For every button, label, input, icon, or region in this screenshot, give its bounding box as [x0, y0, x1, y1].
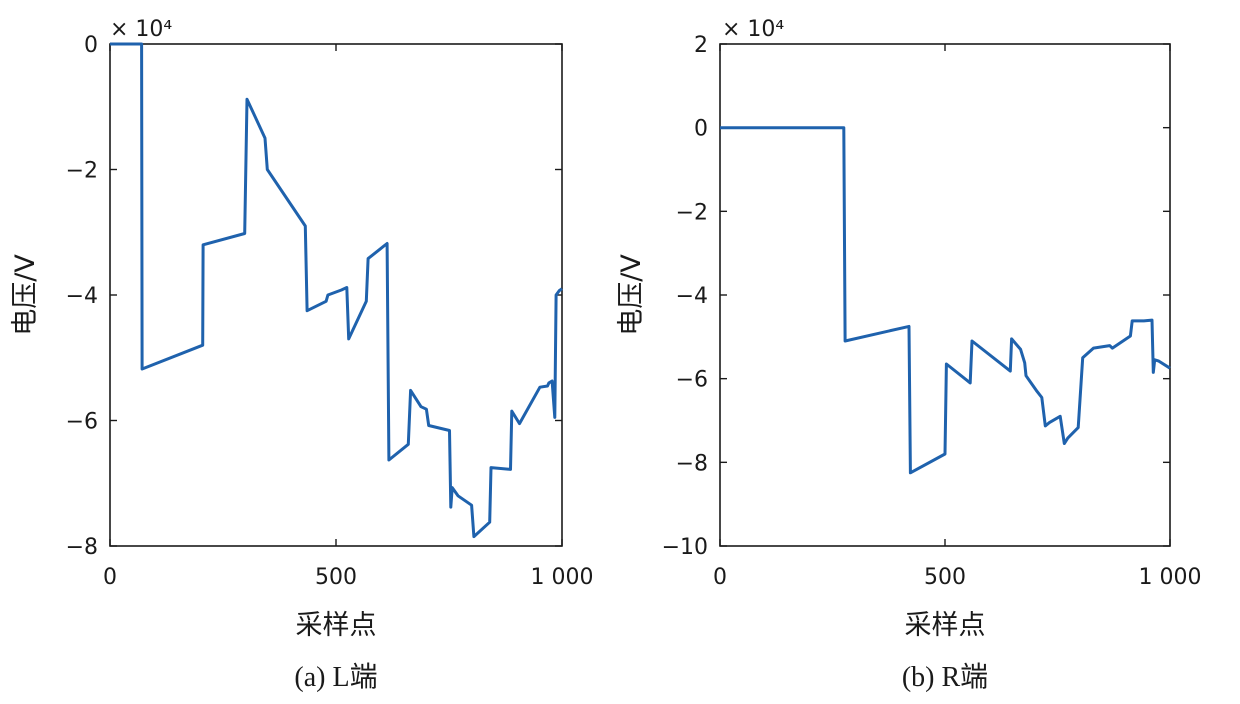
series-line: [720, 126, 1171, 475]
caption-r: (b) R端: [902, 661, 988, 693]
x-tick-label: 500: [315, 565, 357, 590]
y-tick-label: 0: [84, 33, 98, 58]
y-tick-label: −4: [66, 284, 98, 309]
x-tick-label: 500: [924, 565, 966, 590]
y-tick-label: −2: [66, 159, 98, 184]
y-axis-label: 电压/V: [616, 254, 647, 336]
y-tick-label: −8: [66, 535, 98, 560]
y-tick-label: −10: [662, 535, 708, 560]
plot-frame: [719, 43, 1171, 547]
series-line: [110, 42, 563, 539]
x-tick-label: 1 000: [1139, 565, 1202, 590]
exponent-label: × 10⁴: [110, 17, 172, 42]
y-tick-label: 2: [694, 33, 708, 58]
x-axis-label: 采样点: [905, 610, 986, 641]
y-tick-label: 0: [694, 117, 708, 142]
y-tick-label: −6: [676, 368, 708, 393]
y-tick-label: −8: [676, 451, 708, 476]
y-tick-label: −4: [676, 284, 708, 309]
tick-marks: [719, 43, 1171, 547]
exponent-label: × 10⁴: [722, 17, 784, 42]
y-tick-label: −6: [66, 410, 98, 435]
x-tick-label: 0: [713, 565, 727, 590]
chart-panel-l: 0−2−4−6−80 500 1 000 × 10⁴ 电压/V 采样点 (a) L端: [10, 17, 593, 693]
y-axis-label: 电压/V: [10, 254, 41, 336]
y-tick-label: −2: [676, 200, 708, 225]
tick-marks: [109, 43, 563, 547]
caption-l: (a) L端: [294, 661, 377, 693]
plot-frame: [109, 43, 563, 547]
x-tick-label: 1 000: [531, 565, 594, 590]
tick-labels: 0−2−4−6−80 500 1 000: [66, 33, 594, 590]
x-axis-label: 采样点: [296, 610, 377, 641]
chart-panel-r: 20−2−4−6−8−100 500 1 000 × 10⁴ 电压/V 采样点 (b…: [616, 17, 1201, 693]
x-tick-label: 0: [103, 565, 117, 590]
tick-labels: 20−2−4−6−8−100 500 1 000: [662, 33, 1202, 590]
